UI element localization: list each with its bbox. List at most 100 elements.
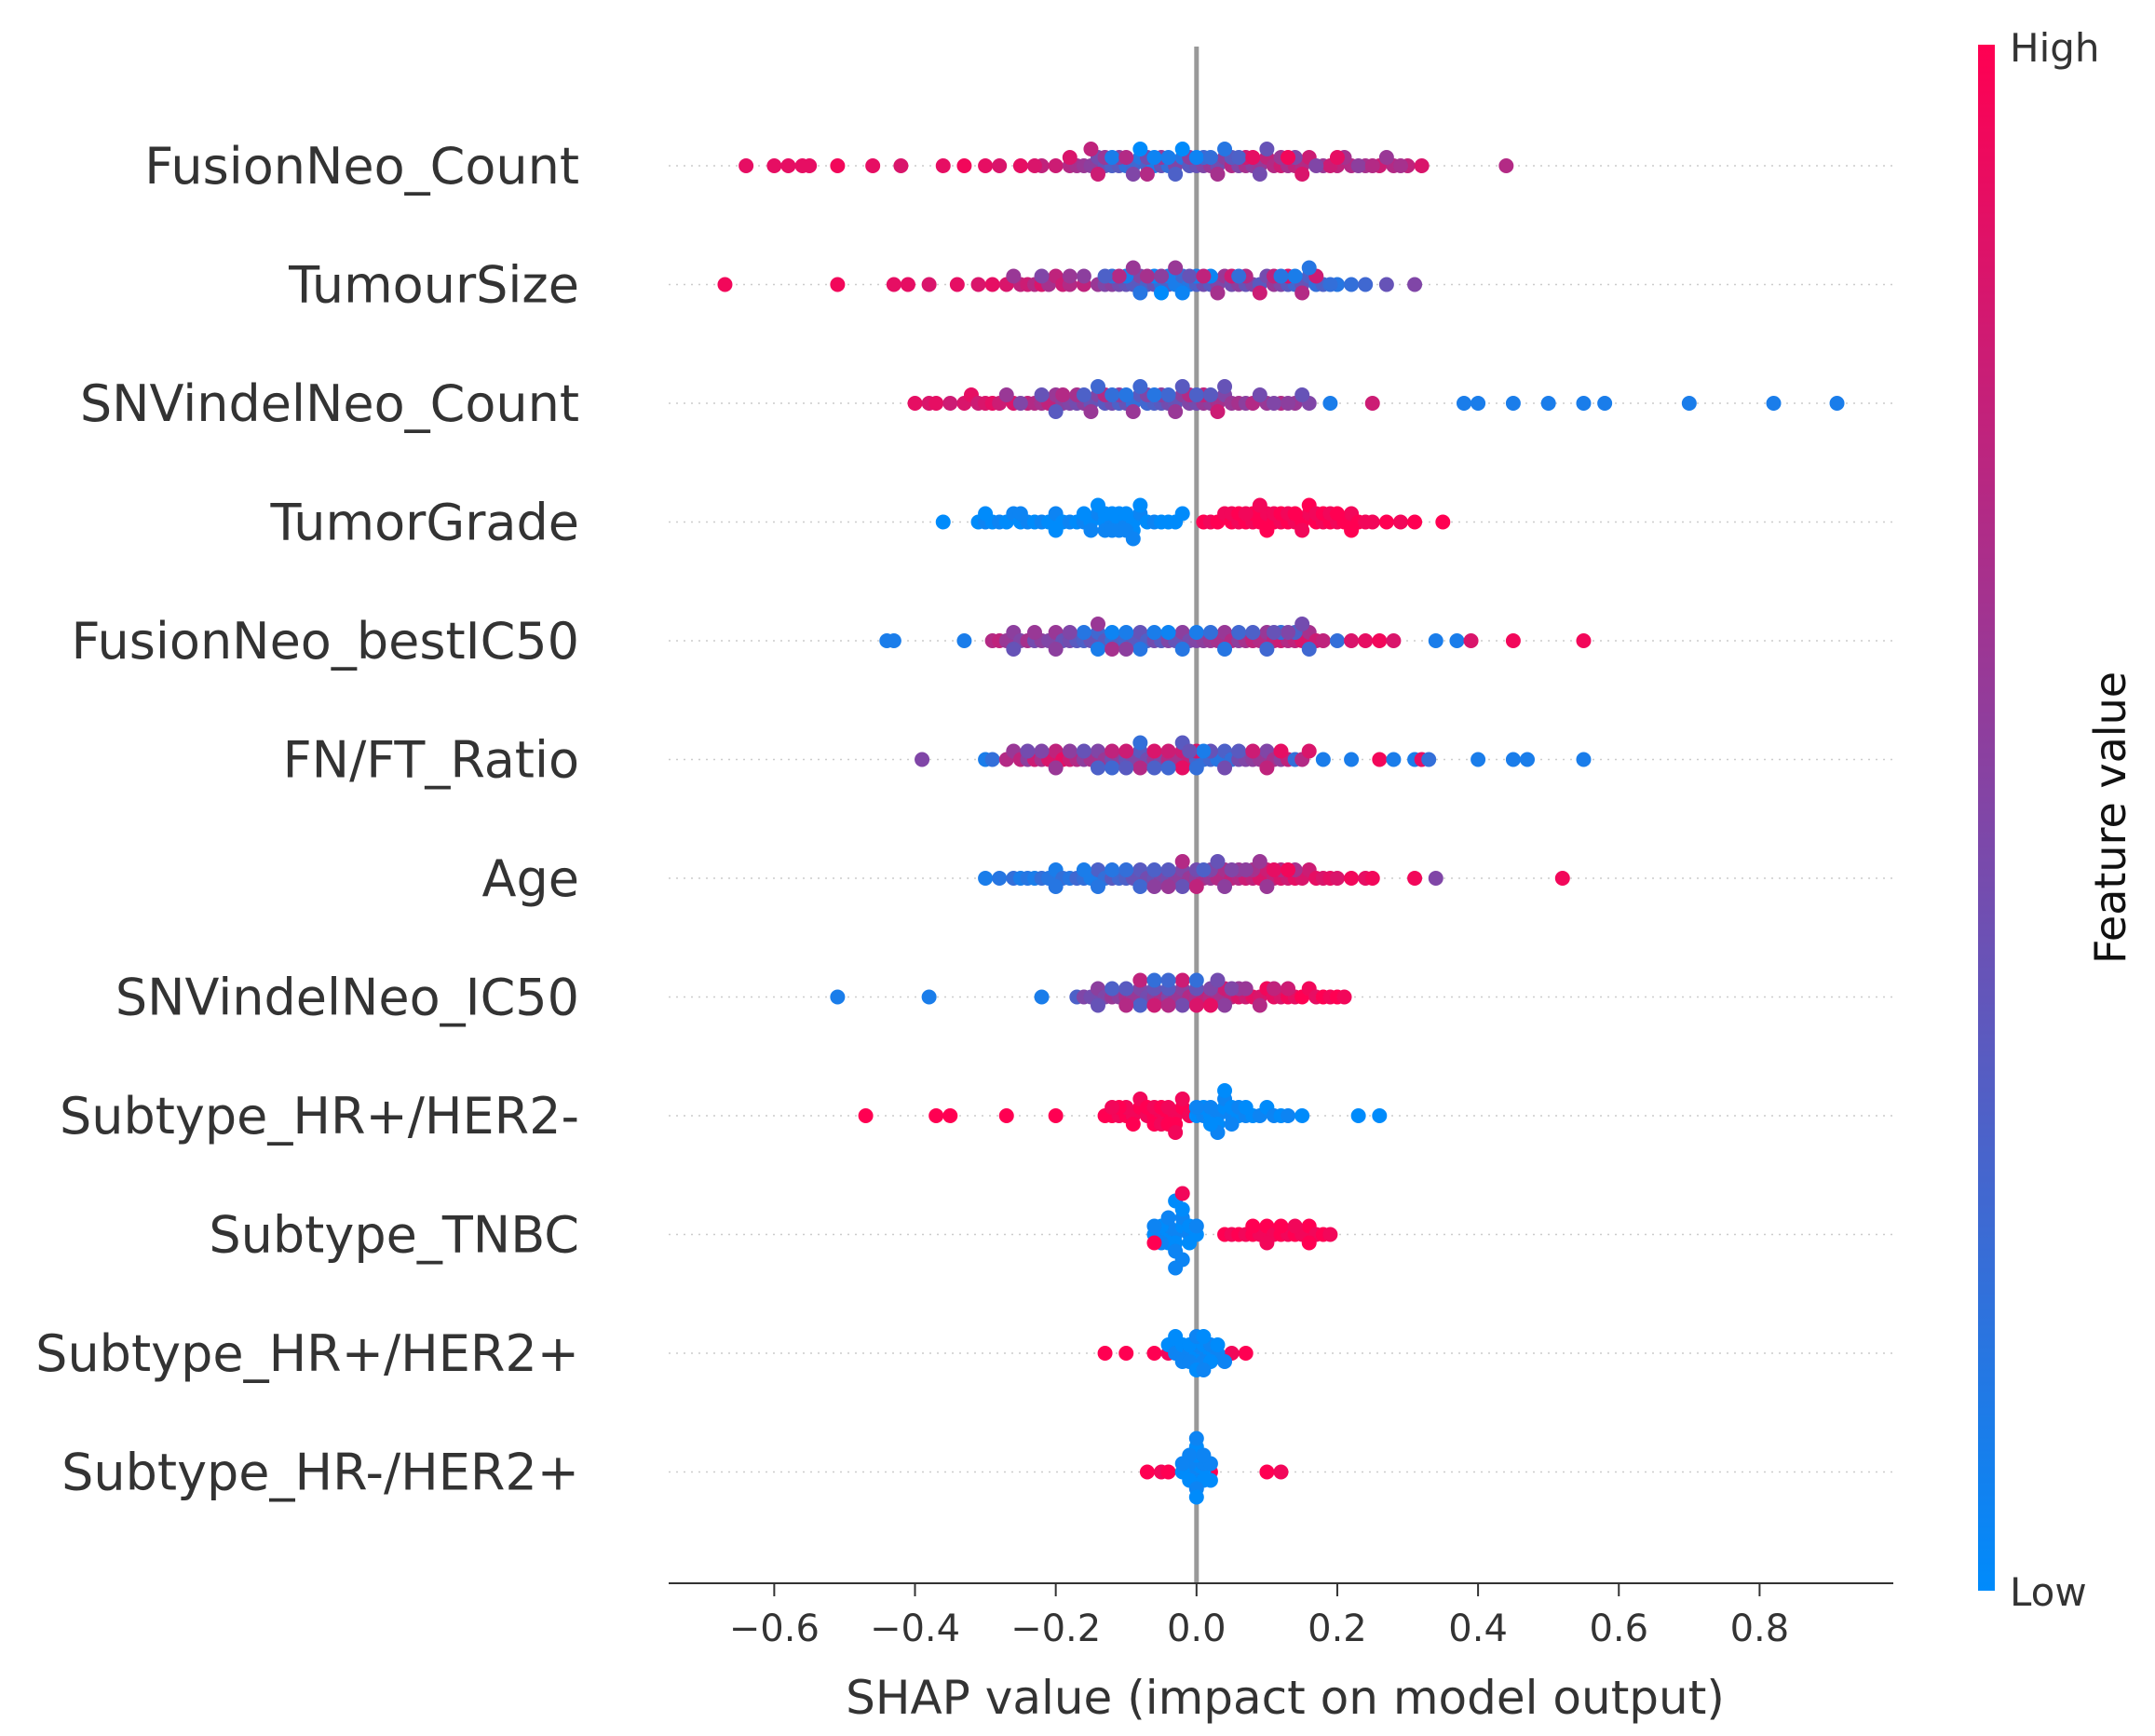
shap-point: [1259, 760, 1275, 776]
shap-point: [949, 277, 965, 292]
shap-point: [1329, 871, 1345, 886]
shap-point: [1252, 285, 1267, 301]
shap-point: [1294, 1108, 1310, 1123]
shap-point: [1252, 854, 1267, 869]
shap-point: [1202, 997, 1218, 1013]
shap-point: [1386, 752, 1402, 767]
shap-point: [1026, 158, 1042, 173]
shap-point: [1160, 1100, 1176, 1115]
shap-point: [1026, 625, 1042, 640]
shap-point: [1168, 1125, 1184, 1140]
shap-point: [1196, 1447, 1212, 1463]
shap-point: [1146, 1235, 1162, 1251]
shap-point: [1048, 522, 1064, 538]
shap-point: [1428, 633, 1443, 648]
shap-point: [1350, 158, 1366, 173]
feature-label: Subtype_HR+/HER2-: [60, 1087, 579, 1146]
shap-point: [1259, 522, 1275, 538]
shap-point: [1287, 268, 1303, 284]
shap-point: [1224, 981, 1240, 997]
shap-point: [1210, 404, 1226, 419]
shap-point: [1091, 642, 1106, 657]
feature-labels: FusionNeo_Count TumourSize SNVindelNeo_Cou…: [35, 137, 579, 1502]
shap-point: [1364, 871, 1380, 886]
x-tick-label: 0.0: [1167, 1607, 1227, 1650]
shap-point: [1168, 260, 1184, 276]
shap-point: [1196, 1329, 1212, 1344]
shap-point: [1245, 625, 1261, 640]
shap-point: [1281, 625, 1296, 640]
shap-point: [1105, 862, 1120, 877]
shap-point: [1829, 396, 1845, 411]
shap-point: [1174, 142, 1190, 156]
shap-point: [1378, 150, 1394, 165]
shap-point: [1245, 1218, 1261, 1234]
shap-point: [998, 1108, 1014, 1123]
shap-point: [1456, 396, 1471, 411]
shap-point: [1210, 1337, 1226, 1352]
shap-point: [1091, 879, 1106, 894]
shap-point: [717, 277, 733, 292]
shap-point: [1012, 506, 1028, 522]
shap-point: [1407, 514, 1423, 530]
shap-point: [1294, 167, 1310, 182]
shap-point: [1210, 854, 1226, 869]
shap-point: [1259, 879, 1275, 894]
shap-point: [1118, 862, 1134, 877]
shap-point: [1174, 642, 1190, 657]
shap-point: [1034, 268, 1050, 284]
shap-point: [1097, 268, 1113, 284]
shap-point: [1146, 625, 1162, 640]
shap-point: [1386, 633, 1402, 648]
shap-point: [1118, 150, 1134, 165]
shap-point: [1076, 743, 1091, 759]
shap-point: [1287, 506, 1303, 522]
shap-point: [1160, 997, 1176, 1013]
shap-point: [1188, 879, 1204, 894]
shap-point: [1097, 1346, 1113, 1361]
shap-point: [1294, 387, 1310, 402]
shap-point: [1160, 879, 1176, 894]
shap-point: [1463, 633, 1479, 648]
shap-point: [1329, 633, 1345, 648]
shap-point: [1266, 981, 1281, 997]
shap-point: [1273, 268, 1289, 284]
shap-point: [1132, 642, 1148, 657]
shap-point: [766, 158, 782, 173]
shap-point: [1188, 1489, 1204, 1505]
shap-point: [1118, 743, 1134, 759]
shap-point: [1259, 1464, 1275, 1480]
shap-point: [1315, 633, 1331, 648]
shap-point: [1210, 972, 1226, 988]
shap-point: [1125, 260, 1141, 276]
x-tick-label: 0.2: [1308, 1607, 1367, 1650]
shap-point: [802, 158, 818, 173]
row-guides: [669, 165, 1893, 1473]
shap-point: [1154, 268, 1170, 284]
shap-point: [1576, 752, 1592, 767]
shap-point: [1105, 981, 1120, 997]
shap-point: [1160, 625, 1176, 640]
shap-point: [1006, 642, 1022, 657]
shap-point: [1421, 752, 1437, 767]
shap-point: [1238, 862, 1254, 877]
shap-point: [1062, 150, 1078, 165]
shap-point: [1188, 997, 1204, 1013]
shap-point: [1681, 396, 1697, 411]
feature-label: FusionNeo_Count: [144, 137, 579, 196]
shap-point: [1091, 497, 1106, 513]
shap-point: [1174, 997, 1190, 1013]
shap-point: [1217, 879, 1233, 894]
shap-point: [1062, 268, 1078, 284]
shap-point: [830, 158, 846, 173]
shap-point: [956, 158, 972, 173]
shap-point: [1217, 379, 1233, 394]
shap-point: [1105, 387, 1120, 402]
shap-point: [1414, 158, 1430, 173]
shap-point: [1407, 871, 1423, 886]
colorbar-low-label: Low: [2010, 1569, 2087, 1615]
shap-point: [1118, 506, 1134, 522]
shap-point: [1105, 150, 1120, 165]
shap-point: [886, 277, 901, 292]
shap-point: [1392, 158, 1408, 173]
